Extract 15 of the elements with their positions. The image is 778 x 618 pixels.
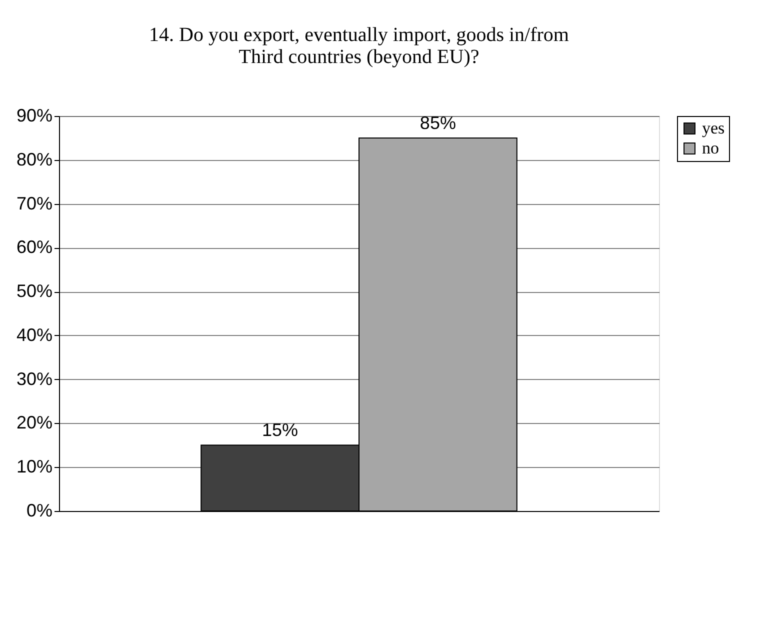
- y-tick-label: 20%: [16, 412, 52, 433]
- y-tick-label: 0%: [26, 500, 52, 520]
- y-tick-label: 50%: [16, 281, 52, 302]
- y-tick-label: 40%: [16, 324, 52, 345]
- y-tick-label: 80%: [16, 149, 52, 170]
- y-tick-label: 30%: [16, 368, 52, 389]
- chart-title: 14. Do you export, eventually import, goods in/from Third countries (beyond EU)?: [149, 24, 570, 68]
- y-tick-label: 10%: [16, 456, 52, 477]
- data-label: 15%: [262, 420, 298, 440]
- y-tick-label: 90%: [16, 106, 52, 126]
- data-label: 85%: [420, 112, 456, 133]
- y-tick-label: 60%: [16, 237, 52, 258]
- y-tick-label: 70%: [16, 193, 52, 214]
- legend-label: no: [702, 138, 719, 158]
- legend-label: yes: [702, 118, 725, 138]
